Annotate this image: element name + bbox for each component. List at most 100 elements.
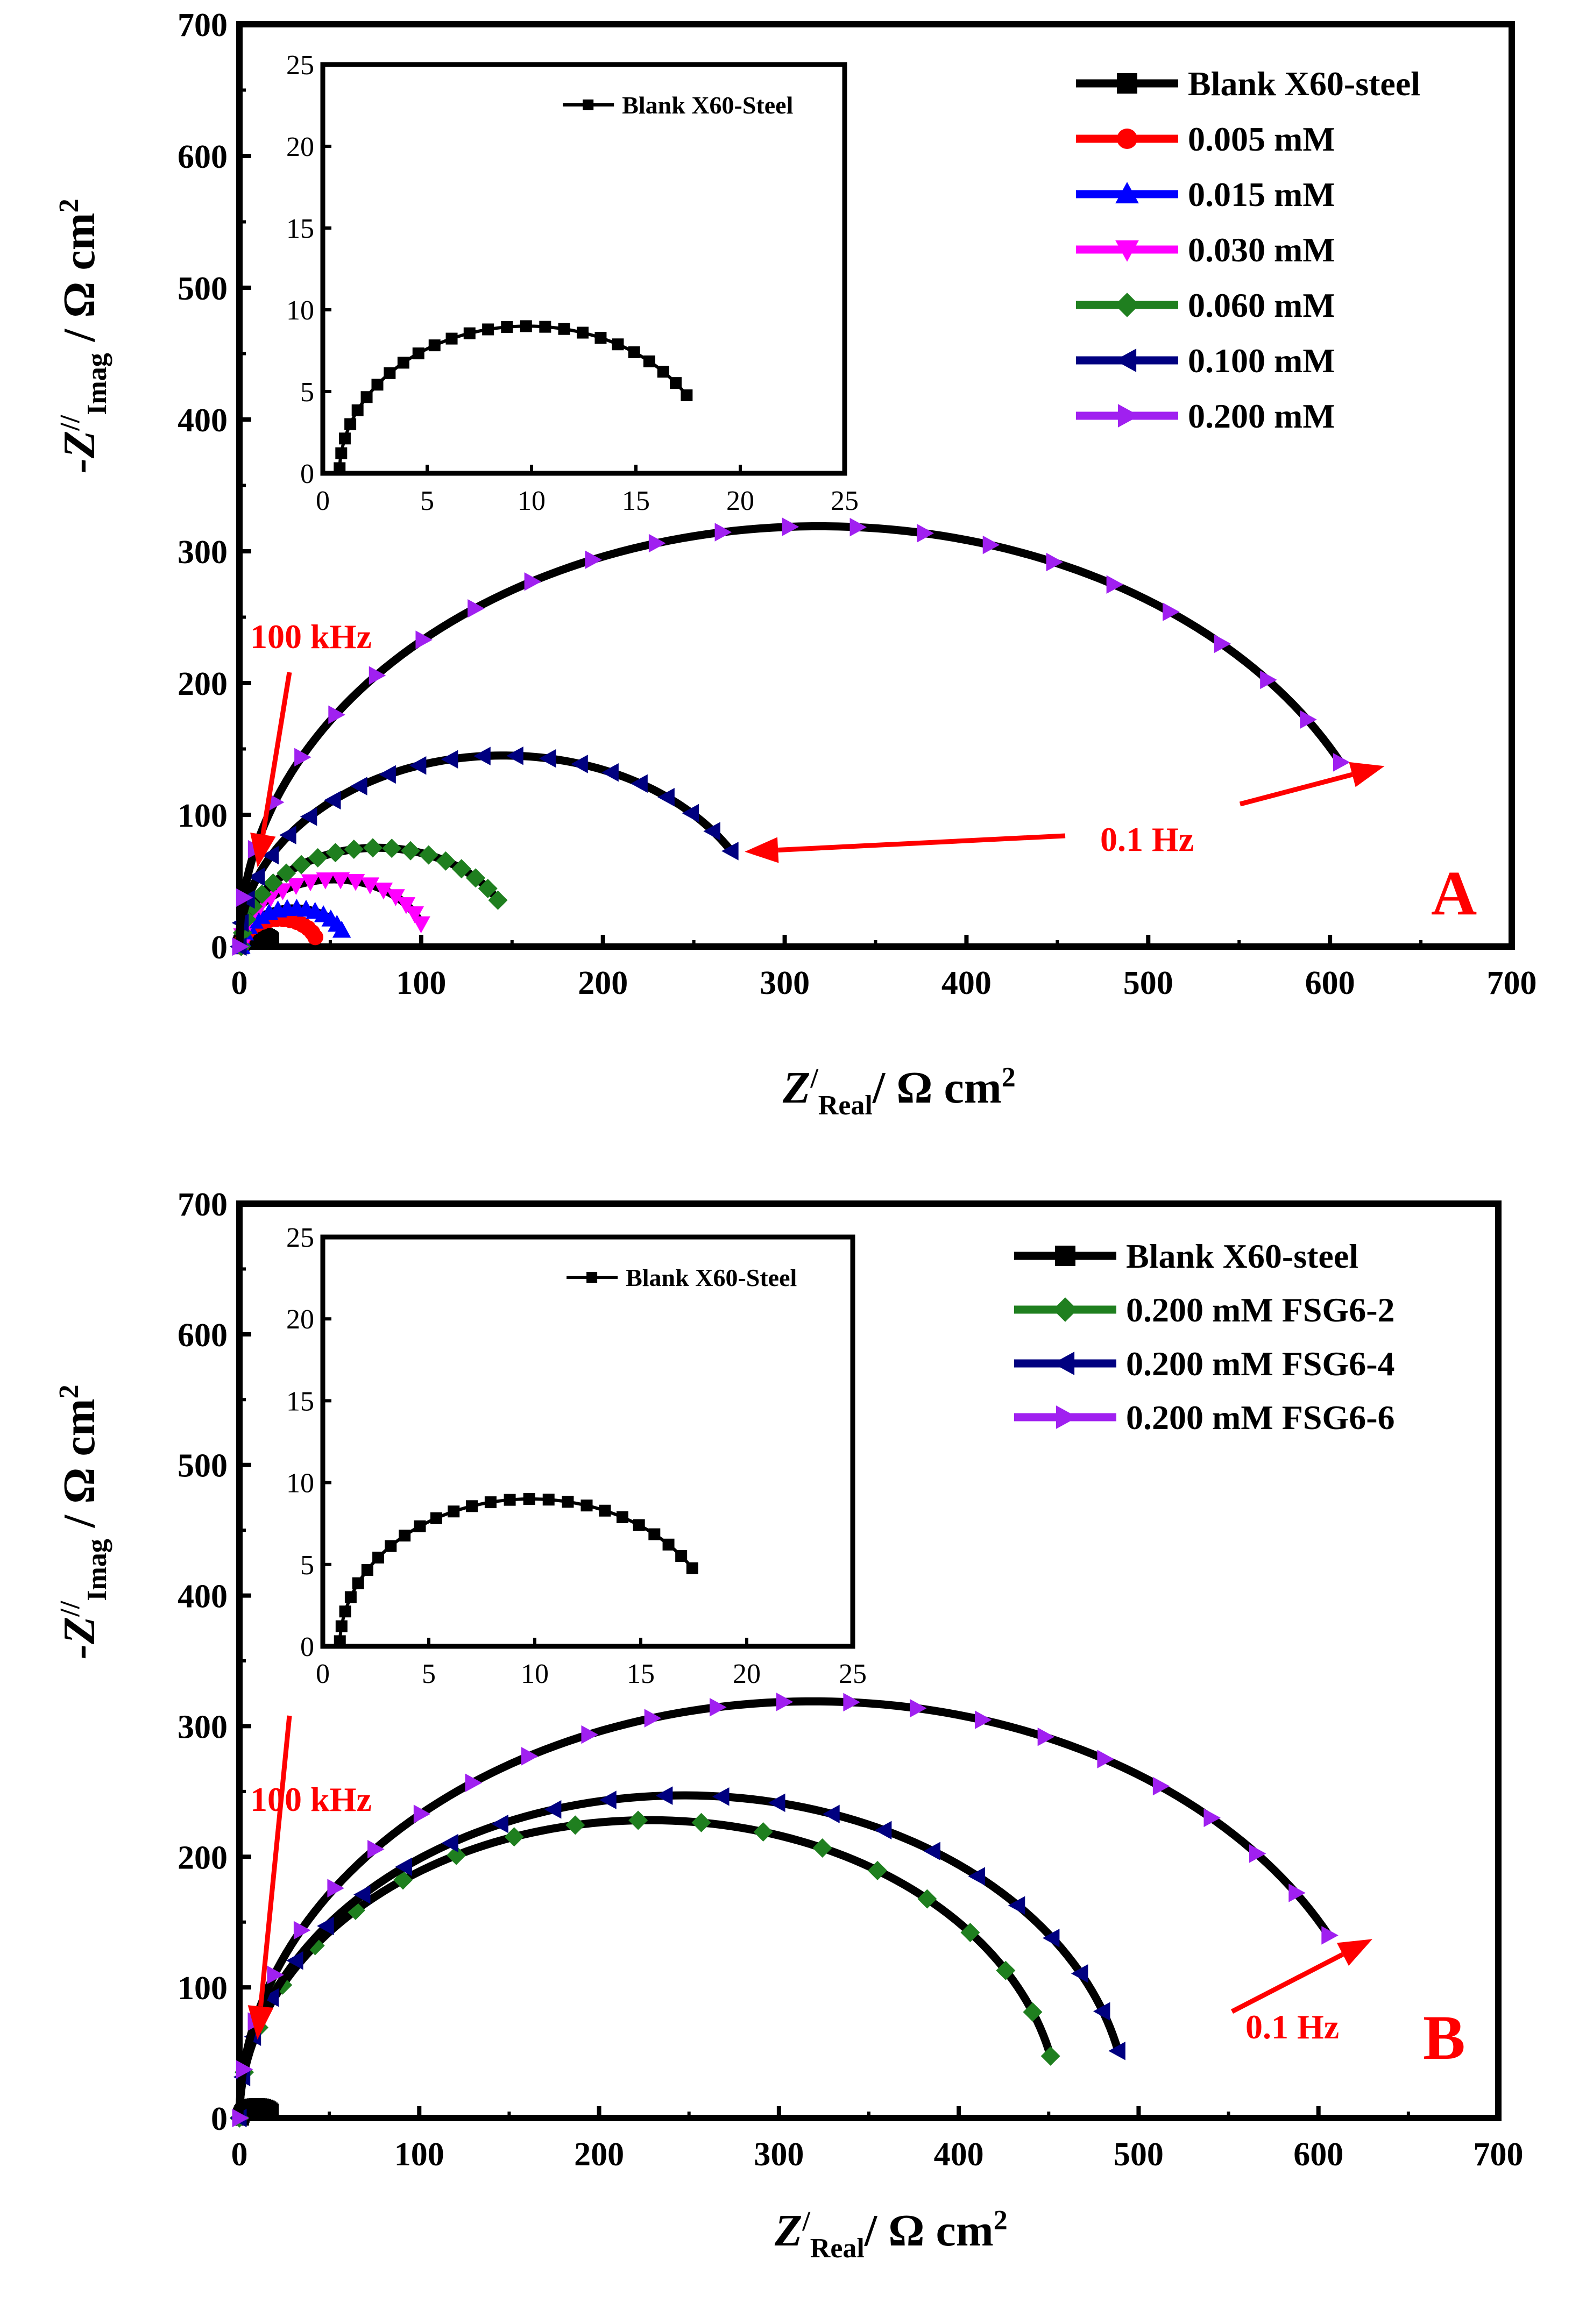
data-point: [1260, 670, 1277, 690]
y-axis-label-part: //: [55, 415, 86, 431]
legend-label: 0.030 mM: [1188, 231, 1335, 269]
x-axis-label-part: Real: [818, 1090, 873, 1121]
data-point: [910, 1698, 927, 1718]
inset-data-point: [662, 1538, 675, 1551]
arrow-shaft: [777, 833, 1066, 853]
y-tick-label: 600: [178, 139, 228, 175]
inset-x-tick-label: 10: [521, 1659, 549, 1689]
inset-data-point: [360, 391, 373, 403]
arrow-shaft: [260, 672, 292, 835]
x-tick-label: 200: [578, 965, 628, 1001]
data-point: [405, 906, 424, 923]
inset-data-point: [612, 338, 624, 351]
inset-x-tick-label: 25: [839, 1659, 867, 1689]
data-point: [395, 1857, 413, 1877]
inset-data-point: [430, 1512, 442, 1524]
legend-label: 0.200 mM: [1188, 397, 1335, 435]
y-axis-label-part: 2: [54, 198, 84, 212]
data-point: [812, 1838, 832, 1858]
inset-data-point: [334, 462, 346, 474]
data-point: [917, 1889, 937, 1909]
data-point: [682, 804, 699, 823]
legend-marker: [1117, 404, 1139, 428]
x-tick-label: 300: [754, 2136, 804, 2173]
legend-marker: [1115, 182, 1139, 204]
inset-data-point: [372, 1551, 385, 1563]
y-tick-label: 700: [178, 7, 228, 44]
y-axis-label-part: / Ω cm: [54, 212, 104, 353]
y-axis-label: -Z//Imag / Ω cm2: [54, 1384, 112, 1659]
annotation-label: 0.1 Hz: [1100, 820, 1194, 858]
data-point: [325, 843, 345, 863]
data-point: [301, 874, 320, 892]
x-axis-label-part: 2: [1002, 1062, 1016, 1093]
inset-data-point: [580, 1499, 593, 1512]
data-point: [409, 756, 427, 775]
y-tick-label: 200: [178, 666, 228, 702]
inset-data-point: [339, 1605, 351, 1618]
x-tick-label: 700: [1487, 965, 1537, 1001]
legend-marker: [1115, 293, 1139, 317]
data-point: [293, 1921, 311, 1940]
data-point: [628, 1810, 648, 1830]
arrow-shaft: [1230, 1952, 1344, 2014]
data-point: [768, 1793, 785, 1813]
y-tick-label: 400: [178, 1579, 228, 1615]
data-point: [436, 851, 456, 871]
inset-x-tick-label: 0: [316, 1659, 330, 1689]
arrow-head: [1349, 762, 1385, 787]
y-axis-label-part: -Z: [54, 431, 104, 473]
inset-data-point: [648, 1528, 661, 1540]
legend-label: Blank X60-steel: [1126, 1237, 1358, 1275]
data-point: [1106, 575, 1124, 594]
inset-x-tick-label: 20: [726, 486, 754, 516]
legend-marker: [1056, 1405, 1078, 1429]
data-point: [308, 848, 328, 868]
data-point: [473, 747, 491, 765]
data-point: [1008, 1896, 1025, 1915]
inset-data-point: [523, 1493, 535, 1505]
data-point: [506, 746, 523, 765]
inset-x-tick-label: 5: [420, 486, 434, 516]
x-tick-label: 0: [231, 965, 248, 1001]
x-tick-label: 400: [941, 965, 992, 1001]
data-point: [382, 838, 402, 858]
data-point: [367, 1839, 385, 1859]
inset-y-tick-label: 25: [286, 50, 314, 81]
data-point: [236, 2060, 253, 2079]
inset-data-point: [385, 1540, 397, 1552]
inset-data-point: [371, 379, 384, 391]
data-point: [401, 841, 421, 861]
data-point: [721, 842, 739, 861]
inset-data-point: [558, 323, 570, 335]
legend-marker: [1115, 349, 1137, 372]
data-point: [1288, 1884, 1306, 1902]
annotation-arrow: [745, 833, 1066, 863]
data-point: [644, 1709, 662, 1728]
inset-chart: 0 5 10 15 20 25 0 5 10 15 20 25 Blank X60-Steel: [286, 1223, 867, 1689]
legend-label: 0.200 mM FSG6-6: [1126, 1398, 1395, 1437]
inset-data-point: [463, 327, 476, 339]
inset-data-point: [428, 339, 441, 352]
inset-legend-marker: [586, 1272, 598, 1283]
data-point: [874, 1821, 892, 1840]
data-point: [655, 1786, 673, 1805]
data-point: [1037, 1728, 1055, 1746]
data-point: [468, 599, 485, 618]
inset-data-point: [412, 347, 424, 360]
data-point: [379, 765, 396, 784]
data-point: [657, 788, 675, 807]
data-point: [316, 872, 335, 890]
inset-data-point: [504, 1494, 516, 1506]
legend-label: 0.200 mM FSG6-4: [1126, 1345, 1395, 1383]
inset-x-tick-label: 15: [622, 486, 650, 516]
inset-data-point: [643, 355, 655, 367]
data-point: [868, 1860, 888, 1880]
data-point: [1321, 1926, 1339, 1945]
inset-data-point: [616, 1511, 628, 1523]
data-point: [601, 763, 619, 782]
data-point: [252, 884, 272, 904]
y-tick-label: 100: [178, 798, 228, 834]
arrow-shaft: [1239, 772, 1353, 807]
